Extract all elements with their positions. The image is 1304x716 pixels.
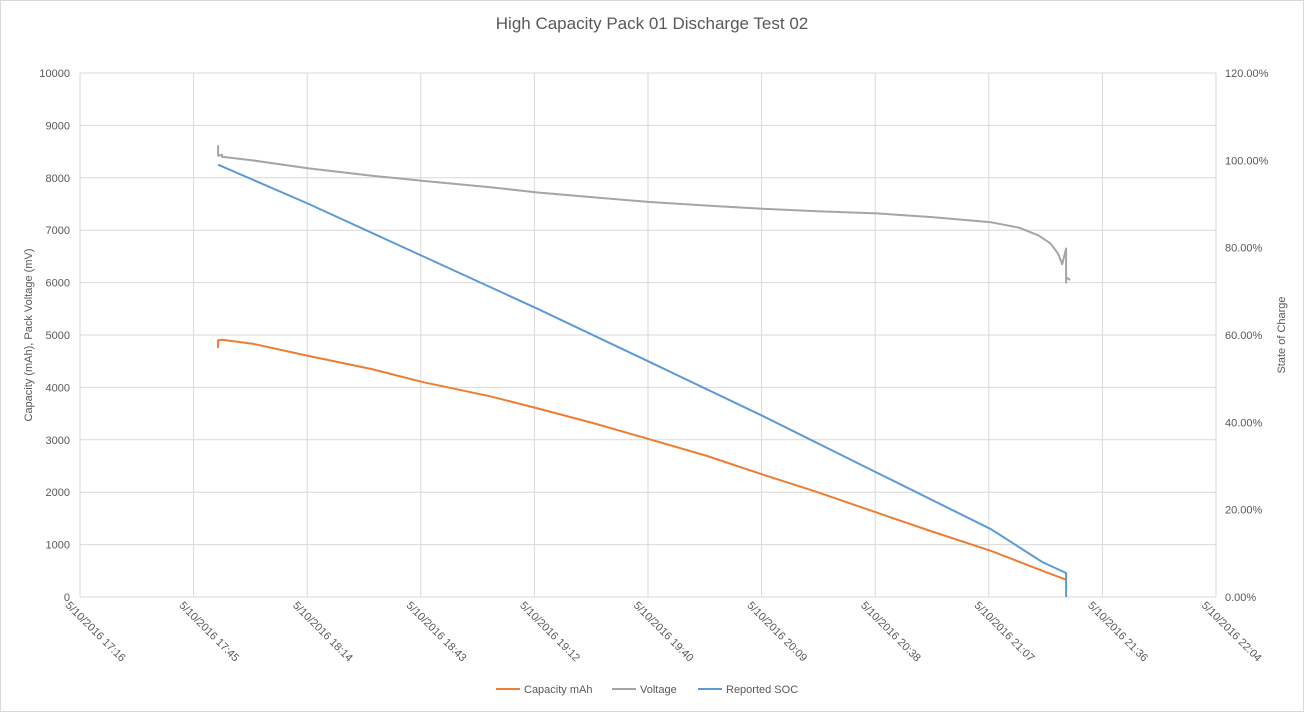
series-line-capacity-mah [217, 338, 1067, 581]
series-line-reported-soc [217, 163, 1068, 597]
y-tick-label: 0 [64, 592, 70, 604]
chart-title: High Capacity Pack 01 Discharge Test 02 [496, 14, 808, 33]
legend-label: Voltage [640, 684, 677, 696]
left-axis-title: Capacity (mAh), Pack Voltage (mV) [23, 248, 35, 421]
y2-tick-label: 0.00% [1225, 592, 1256, 604]
y2-tick-label: 80.00% [1225, 243, 1263, 255]
gridlines [79, 72, 1217, 598]
y-tick-label: 4000 [46, 382, 70, 394]
x-tick-label: 5/10/2016 19:12 [517, 600, 582, 665]
legend-label: Capacity mAh [524, 684, 592, 696]
y2-tick-label: 40.00% [1225, 417, 1263, 429]
y-tick-label: 3000 [46, 435, 70, 447]
x-tick-label: 5/10/2016 21:36 [1085, 600, 1150, 665]
y-tick-label: 6000 [46, 278, 70, 290]
y-tick-label: 5000 [46, 330, 70, 342]
x-tick-label: 5/10/2016 17:16 [63, 600, 128, 665]
y-tick-label: 1000 [46, 540, 70, 552]
y-tick-label: 10000 [39, 68, 70, 80]
y2-tick-label: 60.00% [1225, 330, 1263, 342]
legend-label: Reported SOC [726, 684, 798, 696]
y2-tick-label: 20.00% [1225, 505, 1263, 517]
x-tick-label: 5/10/2016 20:38 [858, 600, 923, 665]
y2-tick-label: 100.00% [1225, 155, 1269, 167]
y-tick-label: 8000 [46, 173, 70, 185]
y2-tick-label: 120.00% [1225, 68, 1269, 80]
x-tick-label: 5/10/2016 18:43 [404, 600, 469, 665]
y-tick-label: 9000 [46, 120, 70, 132]
series-layer [217, 145, 1071, 597]
right-axis-ticks: 0.00% 20.00% 40.00% 60.00% 80.00% 100.00% 120.… [1225, 68, 1269, 604]
x-tick-label: 5/10/2016 21:07 [972, 600, 1037, 665]
x-tick-label: 5/10/2016 18:14 [290, 600, 355, 665]
y-tick-label: 2000 [46, 487, 70, 499]
chart-legend: Capacity mAh Voltage Reported SOC [496, 684, 798, 696]
right-axis-title: State of Charge [1276, 296, 1288, 373]
y-tick-label: 7000 [46, 225, 70, 237]
left-axis-ticks: 0 1000 2000 3000 4000 5000 6000 7000 8000 9000 100… [39, 68, 70, 604]
x-tick-label: 5/10/2016 17:45 [176, 600, 241, 665]
x-tick-label: 5/10/2016 20:09 [744, 600, 809, 665]
series-line-voltage [217, 145, 1071, 284]
x-tick-label: 5/10/2016 22:04 [1199, 600, 1264, 665]
x-axis-ticks: 5/10/2016 17:16 5/10/2016 17:45 5/10/2016 … [63, 600, 1264, 665]
x-tick-label: 5/10/2016 19:40 [631, 600, 696, 665]
